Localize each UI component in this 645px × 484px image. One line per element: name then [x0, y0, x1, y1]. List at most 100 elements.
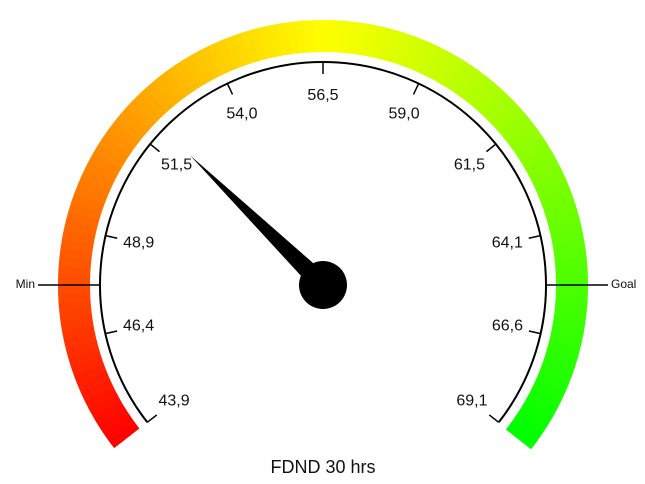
band-segment: [323, 20, 334, 53]
band-segment: [159, 69, 188, 102]
band-segment: [295, 20, 308, 54]
band-segment: [80, 167, 115, 191]
tick-label: 54,0: [226, 105, 257, 122]
band-segment: [528, 387, 562, 411]
band-segment: [496, 107, 527, 137]
band-segment: [63, 219, 98, 237]
tick-mark: [488, 414, 500, 423]
band-segment: [198, 46, 222, 80]
band-segment: [80, 378, 114, 402]
band-segment: [249, 27, 268, 62]
band-segment: [258, 25, 276, 59]
band-segment: [167, 64, 194, 97]
band-segment: [371, 25, 389, 60]
band-segment: [363, 24, 380, 58]
band-segment: [241, 29, 260, 64]
band-segment: [546, 211, 581, 230]
band-segment: [138, 87, 169, 118]
band-segment: [97, 407, 130, 434]
tick-mark: [528, 234, 541, 240]
tick-mark: [226, 83, 234, 95]
band-segment: [63, 332, 97, 350]
band-segment: [93, 143, 127, 169]
band-segment: [102, 414, 135, 441]
tick-mark: [528, 330, 541, 335]
band-segment: [490, 100, 521, 131]
band-segment: [539, 185, 573, 207]
band-segment: [70, 193, 105, 213]
tick-label: 43,9: [158, 393, 189, 410]
tick-mark: [105, 234, 118, 240]
band-segment: [459, 70, 488, 103]
band-segment: [524, 394, 557, 419]
band-segment: [515, 408, 548, 435]
tick-mark: [486, 143, 497, 153]
marker-label: Goal: [611, 277, 636, 291]
band-segment: [425, 46, 449, 80]
band-segment: [103, 128, 136, 155]
band-segment: [60, 237, 94, 253]
band-segment: [119, 106, 151, 136]
band-segment: [538, 364, 573, 386]
tick-label: 61,5: [454, 157, 485, 174]
band-segment: [58, 291, 91, 304]
tick-label: 48,9: [123, 234, 154, 251]
tick-label: 69,1: [456, 393, 487, 410]
band-segment: [65, 210, 100, 229]
band-segment: [73, 184, 108, 206]
band-segment: [65, 340, 100, 359]
band-segment: [68, 201, 102, 221]
band-segment: [62, 228, 96, 245]
band-segment: [174, 59, 201, 92]
scale-arc: [99, 61, 547, 423]
band-segment: [417, 42, 441, 77]
band-segment: [555, 275, 588, 287]
tick-label: 56,5: [307, 87, 338, 104]
tick-mark: [412, 83, 420, 95]
band-segment: [114, 113, 146, 142]
band-segment: [555, 285, 588, 296]
band-segment: [182, 54, 208, 88]
band-segment: [70, 355, 105, 376]
band-segment: [58, 283, 91, 295]
band-segment: [554, 257, 588, 270]
band-segment: [519, 401, 553, 427]
band-segment: [88, 393, 122, 418]
band-segment: [190, 50, 215, 84]
band-segment: [232, 32, 253, 67]
band-segment: [453, 65, 480, 98]
band-segment: [432, 51, 457, 84]
tick-label: 46,4: [123, 317, 154, 334]
band-segment: [73, 363, 107, 385]
band-segment: [107, 420, 140, 449]
band-segment: [410, 39, 433, 73]
band-segment: [531, 379, 566, 403]
band-segment: [145, 81, 175, 112]
tick-label: 51,5: [161, 157, 192, 174]
band-segment: [206, 42, 230, 76]
band-segment: [552, 317, 586, 333]
tick-mark: [146, 414, 158, 423]
band-segment: [541, 357, 576, 377]
band-segment: [439, 55, 465, 89]
tick-label: 64,1: [492, 234, 523, 251]
band-segment: [544, 349, 578, 369]
band-segment: [379, 27, 398, 62]
band-segment: [313, 19, 325, 53]
tick-mark: [105, 330, 118, 335]
band-segment: [555, 266, 588, 279]
band-segment: [132, 93, 163, 124]
band-segment: [76, 371, 111, 393]
band-segment: [446, 60, 473, 93]
tick-mark: [149, 143, 160, 153]
band-segment: [98, 135, 131, 162]
band-segment: [550, 325, 584, 342]
band-segment: [548, 333, 583, 351]
band-segment: [478, 88, 509, 119]
chart-title: FDND 30 hrs: [270, 457, 375, 477]
band-segment: [472, 81, 502, 113]
band-segment: [524, 152, 558, 177]
band-segment: [355, 22, 371, 56]
band-segment: [152, 75, 181, 107]
band-segment: [549, 220, 583, 238]
